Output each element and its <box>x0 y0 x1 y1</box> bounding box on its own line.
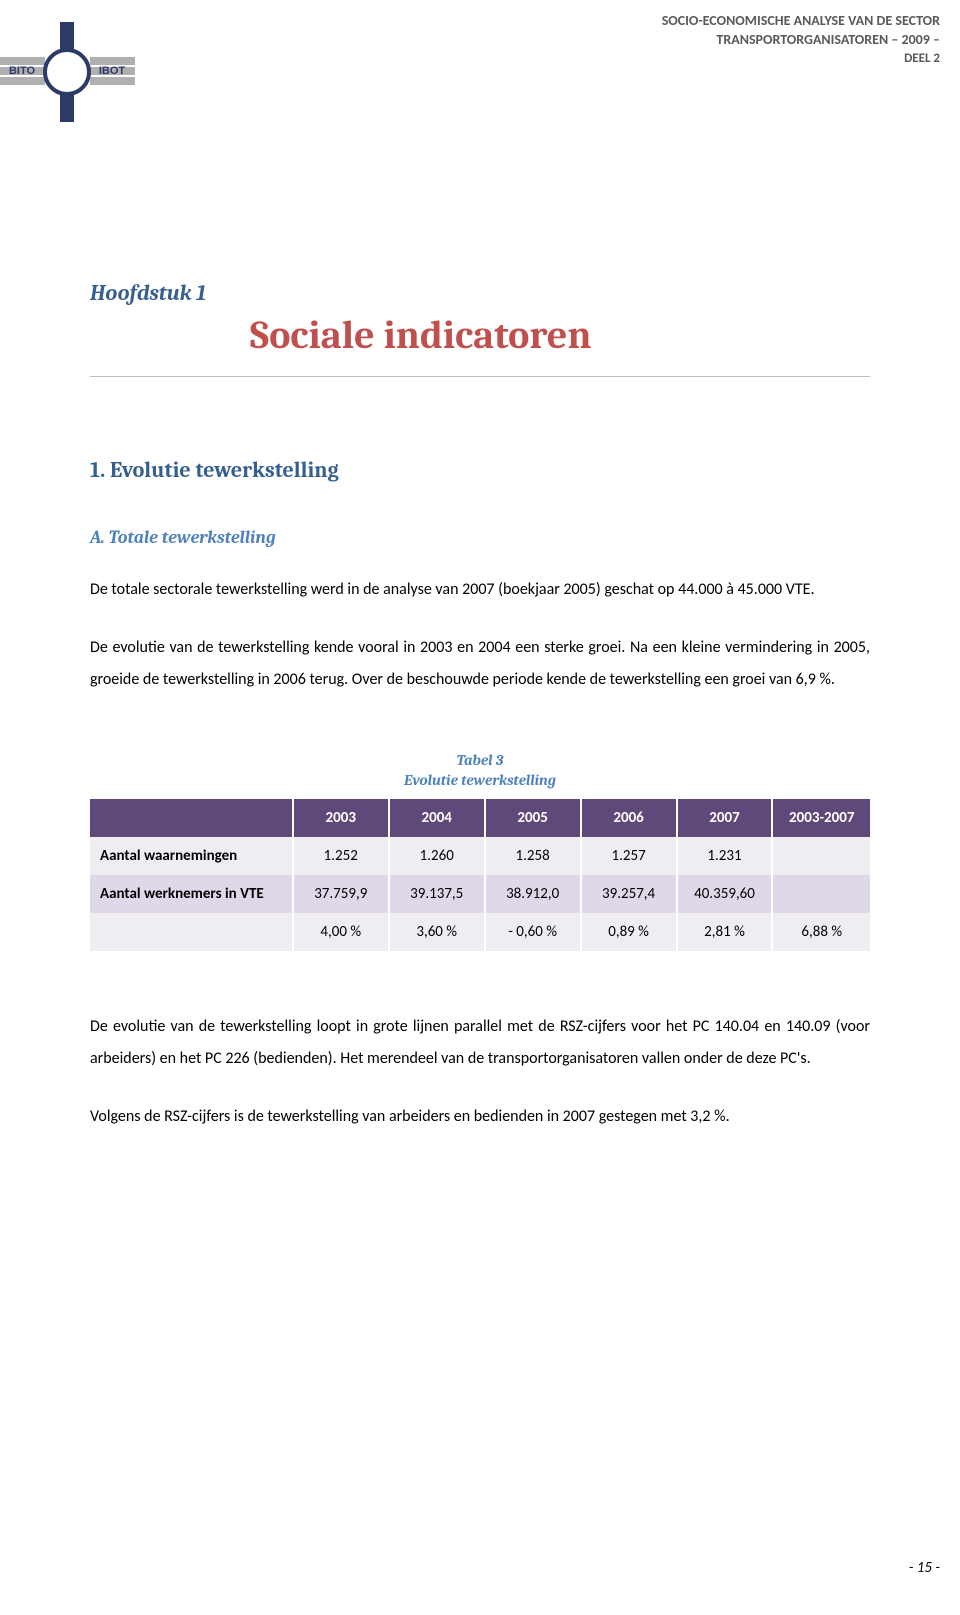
paragraph-1: De totale sectorale tewerkstelling werd … <box>90 574 870 606</box>
row-label: Aantal waarnemingen <box>90 837 293 875</box>
brand-logo: BITO IBOT <box>0 22 155 122</box>
cell: 39.137,5 <box>389 875 485 913</box>
cell: 0,89 % <box>581 913 677 951</box>
page: BITO IBOT SOCIO-ECONOMISCHE ANALYSE VAN … <box>0 0 960 1615</box>
header-line-3: DEEL 2 <box>662 50 940 68</box>
table-caption-line-2: Evolutie tewerkstelling <box>404 771 556 789</box>
col-header-blank <box>90 799 293 837</box>
col-header-2003: 2003 <box>293 799 389 837</box>
page-number: - 15 - <box>909 1559 940 1577</box>
logo-left-text: BITO <box>9 65 36 77</box>
table-row: 4,00 % 3,60 % - 0,60 % 0,89 % 2,81 % 6,8… <box>90 913 870 951</box>
cell: 1.257 <box>581 837 677 875</box>
paragraph-3: De evolutie van de tewerkstelling loopt … <box>90 1011 870 1075</box>
chapter-title: Sociale indicatoren <box>90 312 870 358</box>
table-caption-line-1: Tabel 3 <box>457 751 504 769</box>
table-evolutie-tewerkstelling: 2003 2004 2005 2006 2007 2003-2007 Aanta… <box>90 799 870 951</box>
col-header-2005: 2005 <box>485 799 581 837</box>
col-header-2007: 2007 <box>677 799 773 837</box>
cell <box>772 875 870 913</box>
section-heading-1: 1. Evolutie tewerkstelling <box>90 457 870 483</box>
paragraph-2: De evolutie van de tewerkstelling kende … <box>90 632 870 696</box>
cell: 1.260 <box>389 837 485 875</box>
cell: 40.359,60 <box>677 875 773 913</box>
table-header-row: 2003 2004 2005 2006 2007 2003-2007 <box>90 799 870 837</box>
cell: 4,00 % <box>293 913 389 951</box>
subsection-heading-a: A. Totale tewerkstelling <box>90 527 870 548</box>
cell: 1.258 <box>485 837 581 875</box>
cell: 3,60 % <box>389 913 485 951</box>
running-header: SOCIO-ECONOMISCHE ANALYSE VAN DE SECTOR … <box>662 12 940 67</box>
cell: 6,88 % <box>772 913 870 951</box>
col-header-2004: 2004 <box>389 799 485 837</box>
bito-ibot-logo-icon: BITO IBOT <box>0 22 155 122</box>
col-header-period: 2003-2007 <box>772 799 870 837</box>
cell: 38.912,0 <box>485 875 581 913</box>
logo-right-text: IBOT <box>99 65 126 77</box>
cell: 1.231 <box>677 837 773 875</box>
cell: 39.257,4 <box>581 875 677 913</box>
chapter-label: Hoofdstuk 1 <box>90 280 870 306</box>
page-header: BITO IBOT SOCIO-ECONOMISCHE ANALYSE VAN … <box>90 40 870 160</box>
chapter-rule <box>90 376 870 377</box>
table-row: Aantal werknemers in VTE 37.759,9 39.137… <box>90 875 870 913</box>
row-label <box>90 913 293 951</box>
cell: 37.759,9 <box>293 875 389 913</box>
cell <box>772 837 870 875</box>
table-row: Aantal waarnemingen 1.252 1.260 1.258 1.… <box>90 837 870 875</box>
cell: - 0,60 % <box>485 913 581 951</box>
paragraph-4: Volgens de RSZ-cijfers is de tewerkstell… <box>90 1101 870 1133</box>
table-caption: Tabel 3 Evolutie tewerkstelling <box>90 750 870 791</box>
header-line-1: SOCIO-ECONOMISCHE ANALYSE VAN DE SECTOR <box>662 12 940 31</box>
cell: 2,81 % <box>677 913 773 951</box>
row-label: Aantal werknemers in VTE <box>90 875 293 913</box>
col-header-2006: 2006 <box>581 799 677 837</box>
header-line-2: TRANSPORTORGANISATOREN – 2009 – <box>662 31 940 50</box>
cell: 1.252 <box>293 837 389 875</box>
